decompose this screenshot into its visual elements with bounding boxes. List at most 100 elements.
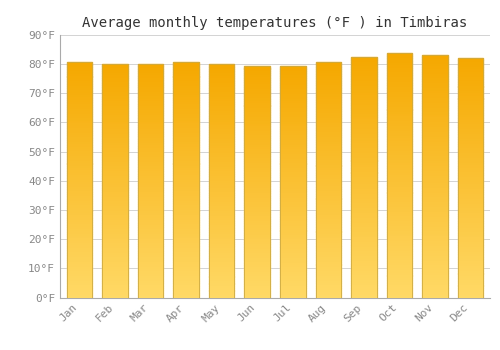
Bar <box>422 290 448 293</box>
Bar <box>138 139 164 141</box>
Bar <box>458 70 483 72</box>
Bar <box>102 146 128 148</box>
Bar <box>458 173 483 175</box>
Bar <box>351 158 376 161</box>
Bar <box>102 141 128 143</box>
Bar <box>458 293 483 295</box>
Bar <box>67 163 92 166</box>
Bar <box>244 85 270 87</box>
Bar <box>174 267 199 269</box>
Bar <box>209 141 234 144</box>
Bar <box>422 251 448 254</box>
Bar <box>351 67 376 69</box>
Bar <box>351 134 376 136</box>
Bar <box>138 83 164 85</box>
Bar <box>280 217 305 219</box>
Bar <box>138 216 164 218</box>
Bar <box>316 80 341 83</box>
Bar <box>316 215 341 217</box>
Bar <box>102 99 128 101</box>
Bar <box>174 199 199 201</box>
Bar <box>422 215 448 217</box>
Bar <box>280 97 305 99</box>
Bar <box>102 258 128 260</box>
Bar <box>386 134 412 136</box>
Bar <box>244 267 270 270</box>
Bar <box>138 120 164 122</box>
Bar <box>280 66 305 298</box>
Bar <box>458 108 483 111</box>
Bar <box>67 69 92 72</box>
Bar <box>174 147 199 149</box>
Bar <box>209 214 234 216</box>
Bar <box>316 290 341 293</box>
Bar <box>316 161 341 163</box>
Bar <box>316 166 341 168</box>
Bar <box>67 286 92 288</box>
Bar <box>386 205 412 207</box>
Bar <box>351 165 376 168</box>
Bar <box>67 187 92 189</box>
Bar <box>67 93 92 95</box>
Bar <box>458 283 483 286</box>
Bar <box>174 170 199 173</box>
Bar <box>138 94 164 97</box>
Bar <box>67 74 92 77</box>
Bar <box>351 235 376 237</box>
Bar <box>351 91 376 93</box>
Bar <box>209 78 234 81</box>
Bar <box>209 69 234 71</box>
Bar <box>102 244 128 246</box>
Bar <box>138 143 164 146</box>
Bar <box>386 117 412 119</box>
Bar <box>67 81 92 84</box>
Bar <box>386 119 412 122</box>
Bar <box>458 154 483 156</box>
Bar <box>280 260 305 263</box>
Bar <box>244 265 270 267</box>
Bar <box>174 293 199 295</box>
Bar <box>458 209 483 211</box>
Bar <box>174 119 199 121</box>
Title: Average monthly temperatures (°F ) in Timbiras: Average monthly temperatures (°F ) in Ti… <box>82 16 468 30</box>
Bar <box>280 106 305 108</box>
Bar <box>386 241 412 244</box>
Bar <box>422 66 448 69</box>
Bar <box>316 170 341 173</box>
Bar <box>174 187 199 189</box>
Bar <box>316 92 341 95</box>
Bar <box>244 161 270 163</box>
Bar <box>316 62 341 298</box>
Bar <box>67 234 92 236</box>
Bar <box>102 228 128 230</box>
Bar <box>244 244 270 247</box>
Bar <box>458 101 483 103</box>
Bar <box>67 107 92 110</box>
Bar <box>280 249 305 251</box>
Bar <box>174 77 199 79</box>
Bar <box>102 64 128 66</box>
Bar <box>280 140 305 143</box>
Bar <box>102 113 128 115</box>
Bar <box>209 244 234 246</box>
Bar <box>244 281 270 284</box>
Bar <box>280 284 305 286</box>
Bar <box>67 279 92 281</box>
Bar <box>351 93 376 96</box>
Bar <box>209 132 234 134</box>
Bar <box>458 98 483 101</box>
Bar <box>280 154 305 156</box>
Bar <box>351 175 376 177</box>
Bar <box>316 284 341 286</box>
Bar <box>209 111 234 113</box>
Bar <box>138 267 164 270</box>
Bar <box>280 80 305 83</box>
Bar <box>458 168 483 170</box>
Bar <box>138 106 164 108</box>
Bar <box>386 132 412 134</box>
Bar <box>351 242 376 245</box>
Bar <box>209 193 234 195</box>
Bar <box>458 65 483 67</box>
Bar <box>209 120 234 123</box>
Bar <box>280 90 305 92</box>
